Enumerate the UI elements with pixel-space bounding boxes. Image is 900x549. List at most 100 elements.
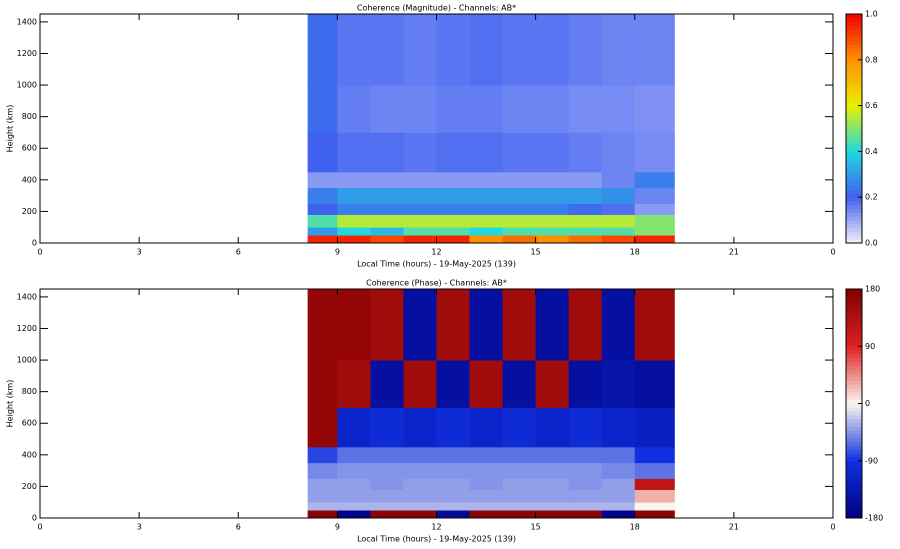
colorbar-segment xyxy=(846,311,862,317)
colorbar-segment xyxy=(846,483,862,488)
heatmap-cell xyxy=(337,478,371,490)
colorbar-segment xyxy=(846,422,862,427)
heatmap-cell xyxy=(307,85,338,133)
heatmap-cell xyxy=(502,85,537,133)
colorbar-segment xyxy=(846,441,862,446)
heatmap-cell xyxy=(307,446,338,464)
colorbar-segment xyxy=(846,178,862,183)
heatmap-cell xyxy=(337,171,371,189)
y-tick-label: 1400 xyxy=(17,292,37,301)
colorbar-segment xyxy=(846,308,862,313)
colorbar-segment xyxy=(846,189,862,194)
heatmap-cell xyxy=(403,171,437,189)
colorbar-segment xyxy=(846,235,862,240)
heatmap-cell xyxy=(568,203,603,215)
heatmap-cell xyxy=(436,462,470,479)
heatmap-cell xyxy=(403,85,437,133)
heatmap-cell xyxy=(307,407,338,448)
colorbar-segment xyxy=(846,369,862,374)
heatmap-cell xyxy=(601,462,636,479)
heatmap-cell xyxy=(469,446,503,464)
colorbar-segment xyxy=(846,17,862,23)
heatmap-cell xyxy=(307,227,338,236)
colorbar-segment xyxy=(846,414,862,420)
heatmap-cell xyxy=(502,187,537,204)
colorbar-segment xyxy=(846,372,862,378)
heatmap-cell xyxy=(403,235,437,244)
heatmap-cell xyxy=(370,478,404,490)
heatmap-cell xyxy=(535,14,570,86)
colorbar-frame xyxy=(845,13,863,244)
colorbar-segment xyxy=(846,380,862,385)
heatmap-cell xyxy=(634,85,675,133)
colorbar-segment xyxy=(846,346,862,351)
colorbar-segment xyxy=(846,170,862,175)
heatmap-cell xyxy=(337,85,371,133)
heatmap-cell xyxy=(337,203,371,215)
colorbar-segment xyxy=(846,392,862,397)
heatmap-cell xyxy=(634,203,675,215)
heatmap-cell xyxy=(634,462,675,479)
y-tick-label: 1200 xyxy=(17,324,37,333)
heatmap-cell xyxy=(502,14,537,86)
x-tick-label: 6 xyxy=(236,523,241,532)
heatmap-cell xyxy=(568,85,603,133)
heatmap-cell xyxy=(307,187,338,204)
heatmap-cell xyxy=(634,14,675,86)
heatmap-cell xyxy=(403,227,437,236)
x-tick-label: 15 xyxy=(531,523,541,532)
heatmap-cell xyxy=(337,214,371,228)
heatmap-cell xyxy=(502,203,537,215)
heatmap-cell xyxy=(535,462,570,479)
colorbar-segment xyxy=(846,113,862,118)
heatmap-cell xyxy=(634,187,675,204)
heatmap-cell xyxy=(502,446,537,464)
heatmap-cell xyxy=(601,227,636,236)
colorbar-segment xyxy=(846,472,862,477)
heatmap-cell xyxy=(568,502,603,511)
colorbar-segment xyxy=(846,59,862,65)
x-axis-label: Local Time (hours) - 19-May-2025 (139) xyxy=(357,260,516,269)
x-tick-label: 6 xyxy=(236,248,241,257)
y-tick-label: 1200 xyxy=(17,49,37,58)
heatmap-cell xyxy=(370,85,404,133)
heatmap-cell xyxy=(403,407,437,448)
x-tick-label: 21 xyxy=(729,523,739,532)
x-tick-label: 9 xyxy=(335,523,340,532)
heatmap-cell xyxy=(601,85,636,133)
heatmap-cell xyxy=(307,510,338,519)
heatmap-cell xyxy=(634,289,675,361)
heatmap-cell xyxy=(436,478,470,490)
heatmap-cell xyxy=(502,478,537,490)
colorbar-segment xyxy=(846,216,862,221)
heatmap-cell xyxy=(502,235,537,244)
heatmap-cell xyxy=(601,446,636,464)
heatmap-cell xyxy=(601,478,636,490)
y-tick-label: 600 xyxy=(22,419,37,428)
heatmap-cell xyxy=(535,502,570,511)
y-tick-label: 400 xyxy=(22,175,37,184)
colorbar-segment xyxy=(846,193,862,198)
heatmap-cell xyxy=(370,502,404,511)
heatmap-cell xyxy=(568,132,603,173)
heatmap-cell xyxy=(535,203,570,215)
colorbar-segment xyxy=(846,350,862,355)
heatmap-cell xyxy=(370,187,404,204)
colorbar-segment xyxy=(846,143,862,148)
heatmap-cell xyxy=(502,502,537,511)
colorbar-segment xyxy=(846,40,862,45)
heatmap-cell xyxy=(469,360,503,408)
colorbar-segment xyxy=(846,67,862,72)
heatmap-cell xyxy=(337,489,371,503)
heatmap-cell xyxy=(502,462,537,479)
colorbar-segment xyxy=(846,174,862,179)
heatmap-cell xyxy=(502,407,537,448)
colorbar-segment xyxy=(846,411,862,416)
heatmap-cell xyxy=(337,446,371,464)
colorbar-segment xyxy=(846,136,862,141)
heatmap-cell xyxy=(337,187,371,204)
heatmap-cell xyxy=(436,214,470,228)
colorbar-tick-label: 0 xyxy=(865,399,870,408)
colorbar-segment xyxy=(846,14,862,19)
heatmap-cell xyxy=(601,14,636,86)
